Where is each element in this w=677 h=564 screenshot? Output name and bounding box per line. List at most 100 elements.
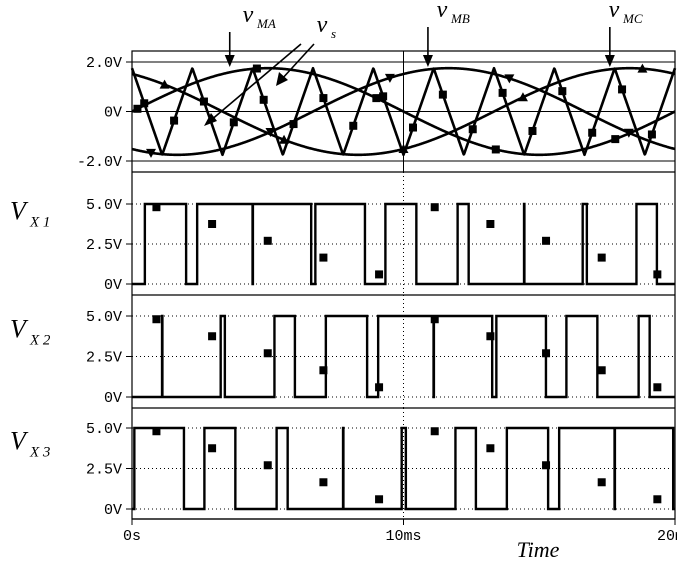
panel-subtitle-VX1: X 1: [29, 215, 50, 231]
annotation-MA: v: [243, 2, 254, 28]
arrow-line-s: [280, 43, 315, 81]
marker-vs: [588, 128, 597, 137]
trace-VX2: [132, 314, 675, 399]
arrow-line-s2: [209, 43, 302, 122]
annotation-MB: v: [437, 0, 448, 23]
marker-vMC: [517, 92, 528, 102]
marker-VX1: [375, 270, 384, 279]
marker-vs: [199, 97, 208, 106]
marker-VX3: [319, 478, 328, 487]
x-axis-title: Time: [517, 537, 560, 562]
trace-vs: [130, 66, 677, 157]
marker-VX3: [263, 461, 272, 470]
marker-vs: [289, 120, 298, 129]
marker-VX3: [208, 444, 217, 453]
marker-vMB: [504, 74, 515, 84]
y-tick-label: 0V: [104, 502, 122, 519]
marker-VX1: [319, 253, 328, 262]
marker-VX2: [152, 315, 161, 324]
marker-VX2: [430, 315, 439, 324]
marker-VX1: [208, 220, 217, 228]
marker-vMB: [146, 148, 157, 158]
panel-subtitle-VX3: X 3: [29, 445, 50, 461]
y-tick-label: 2.5V: [86, 462, 122, 479]
marker-vs: [409, 123, 418, 132]
marker-vs: [647, 130, 656, 139]
marker-vs: [438, 90, 447, 99]
marker-vs: [558, 87, 567, 96]
marker-VX2: [486, 332, 495, 341]
marker-VX1: [542, 236, 551, 245]
annotation-MC: v: [609, 0, 620, 23]
marker-vs: [528, 126, 537, 135]
marker-VX1: [152, 203, 161, 212]
marker-vs: [140, 99, 149, 108]
x-tick-label: 20ms: [657, 528, 677, 545]
marker-vs: [379, 92, 388, 101]
marker-VX1: [486, 220, 495, 228]
trace-vMB: [131, 66, 676, 157]
marker-VX3: [597, 478, 606, 487]
x-tick-label: 0s: [123, 528, 141, 545]
marker-vMA: [611, 135, 620, 144]
marker-vs: [170, 116, 179, 125]
trace-VX3: [132, 426, 675, 511]
annotation-sub-MC: MC: [622, 11, 643, 26]
marker-VX2: [542, 349, 551, 358]
marker-VX3: [152, 427, 161, 436]
marker-VX1: [430, 203, 439, 212]
marker-vMA: [372, 94, 381, 103]
text-layer: 2.0V 0V -2.0V 5.0V 2.5V 0V 5.0V 2.5V 0V 5.0V 2.5V 0…: [10, 0, 677, 562]
marker-vMA: [133, 104, 142, 113]
marker-vMC: [159, 79, 170, 89]
y-tick-label: -2.0V: [77, 154, 122, 171]
marker-VX2: [208, 332, 217, 341]
marker-vMC: [398, 144, 409, 154]
annotation-sub-s: s: [331, 26, 336, 41]
y-tick-label: 2.5V: [86, 350, 122, 367]
marker-VX2: [375, 383, 384, 392]
trace-VX1: [132, 202, 675, 286]
marker-vMA: [491, 145, 500, 154]
marker-VX3: [653, 495, 662, 504]
marker-vs: [468, 125, 477, 134]
marker-VX2: [319, 366, 328, 375]
marker-vs: [498, 88, 507, 97]
marker-VX2: [263, 349, 272, 358]
arrow-head-s: [276, 72, 288, 86]
panel-subtitle-VX2: X 2: [29, 333, 51, 349]
marker-vMC: [279, 134, 290, 144]
marker-VX3: [375, 495, 384, 504]
marker-VX1: [263, 236, 272, 245]
marker-VX1: [653, 270, 662, 279]
y-tick-label: 0V: [104, 277, 122, 294]
annotation-s: v: [317, 12, 328, 38]
frame-layer: [126, 50, 676, 525]
marker-vMB: [384, 73, 395, 83]
marker-VX2: [653, 383, 662, 392]
marker-VX2: [597, 366, 606, 375]
marker-vs: [349, 121, 358, 130]
y-tick-label: 2.5V: [86, 237, 122, 254]
marker-vs: [618, 85, 627, 94]
marker-vMB: [265, 127, 276, 137]
panel-title-VX2: V: [10, 315, 29, 344]
y-tick-label: 5.0V: [86, 197, 122, 214]
panel-title-VX3: V: [10, 427, 29, 456]
marker-vMB: [623, 128, 634, 138]
trace-vMA: [131, 66, 676, 157]
marker-vs: [259, 95, 268, 104]
markers-layer: [133, 63, 662, 504]
x-tick-label: 10ms: [385, 528, 421, 545]
marker-VX3: [486, 444, 495, 453]
marker-VX3: [542, 461, 551, 470]
panel-title-VX1: V: [10, 197, 29, 226]
arrow-head-s2: [204, 113, 217, 126]
y-tick-label: 5.0V: [86, 309, 122, 326]
marker-VX3: [430, 427, 439, 436]
marker-vs: [319, 94, 328, 103]
marker-VX1: [597, 253, 606, 262]
traces-layer: [130, 66, 677, 511]
arrow-head-MB: [422, 55, 433, 67]
